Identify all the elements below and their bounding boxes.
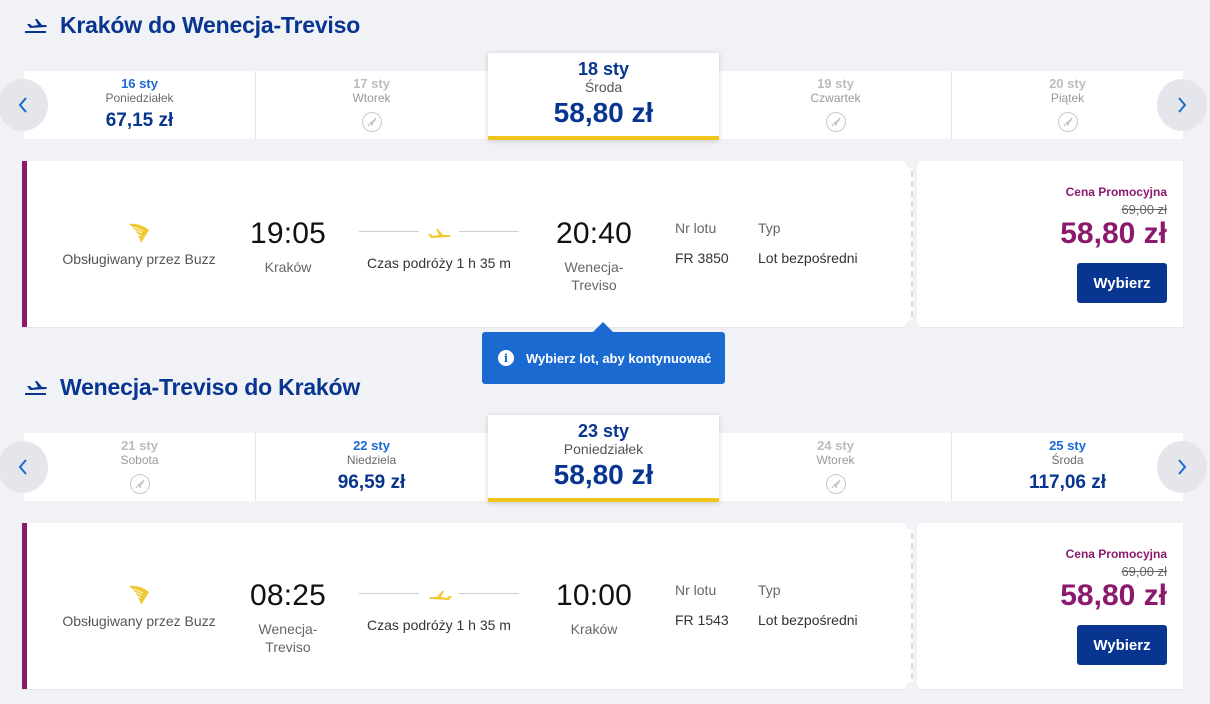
date-label: 25 sty <box>1049 438 1086 453</box>
old-price: 69,00 zł <box>1121 564 1167 579</box>
date-label: 23 sty <box>577 421 630 441</box>
date-option[interactable]: 16 sty Poniedziałek 67,15 zł <box>24 71 255 139</box>
date-label: 22 sty <box>353 438 390 453</box>
weekday-label: Środa <box>584 79 623 95</box>
date-price: 117,06 zł <box>1028 472 1107 493</box>
weekday-label: Czwartek <box>810 91 861 105</box>
arrival-time: 20:40 <box>555 217 633 250</box>
no-flight-icon <box>1057 112 1078 132</box>
weekday-label: Środa <box>1051 453 1084 467</box>
return-title-text: Wenecja-Treviso do Kraków <box>60 374 361 400</box>
no-flight-icon <box>129 474 150 494</box>
ryanair-harp-logo-icon <box>129 223 149 243</box>
date-option[interactable]: 25 sty Środa 117,06 zł <box>952 433 1183 501</box>
date-option-selected[interactable]: 18 sty Środa 58,80 zł <box>488 53 719 140</box>
departure-city: Wenecja-Treviso <box>258 621 318 655</box>
chevron-left-icon <box>18 459 27 475</box>
date-label: 19 sty <box>817 76 854 91</box>
flight-type-label: Typ <box>758 220 781 236</box>
outbound-title: Kraków do Wenecja-Treviso <box>24 12 360 39</box>
ryanair-harp-logo-icon <box>129 585 149 605</box>
weekday-label: Poniedziałek <box>105 91 174 105</box>
date-option[interactable]: 21 sty Sobota <box>24 433 255 501</box>
plane-icon <box>429 591 452 600</box>
flight-number-label: Nr lotu <box>675 582 717 598</box>
departure-time: 19:05 <box>249 217 327 250</box>
flight-duration: Czas podróży 1 h 35 m <box>367 617 511 633</box>
departure-time: 08:25 <box>249 579 327 612</box>
date-option[interactable]: 17 sty Wtorek <box>256 71 487 139</box>
next-dates-button[interactable] <box>1157 441 1207 493</box>
outbound-flight-card[interactable]: Obsługiwany przez Buzz 19:05 Kraków Czas… <box>22 154 1183 334</box>
date-label: 17 sty <box>353 76 390 91</box>
prev-dates-button[interactable] <box>0 79 48 131</box>
weekday-label: Piątek <box>1050 91 1085 105</box>
date-label: 20 sty <box>1049 76 1086 91</box>
date-label: 21 sty <box>121 438 158 453</box>
date-option[interactable]: 24 sty Wtorek <box>720 433 951 501</box>
date-label: 16 sty <box>121 76 158 91</box>
select-flight-button[interactable]: Wybierz <box>1077 263 1167 303</box>
date-price: 96,59 zł <box>337 472 406 493</box>
departure-city: Kraków <box>264 259 312 275</box>
weekday-label: Niedziela <box>346 453 397 467</box>
plane-icon <box>428 229 451 238</box>
plane-departure-icon <box>25 18 47 33</box>
promo-label: Cena Promocyjna <box>1065 547 1167 561</box>
date-option[interactable]: 20 sty Piątek <box>952 71 1183 139</box>
plane-departure-icon <box>25 380 47 395</box>
outbound-date-strip: 16 sty Poniedziałek 67,15 zł 17 sty Wtor… <box>0 53 1207 140</box>
next-dates-button[interactable] <box>1157 79 1207 131</box>
return-date-strip: 21 sty Sobota 22 sty Niedziela 96,59 zł … <box>0 415 1207 502</box>
weekday-label: Poniedziałek <box>563 441 644 457</box>
return-flight-card[interactable]: Obsługiwany przez Buzz 08:25 Wenecja-Tre… <box>22 516 1183 696</box>
operator-label: Obsługiwany przez Buzz <box>62 613 216 629</box>
arrival-city: Wenecja-Treviso <box>564 259 624 293</box>
select-flight-button[interactable]: Wybierz <box>1077 625 1167 665</box>
date-option-selected[interactable]: 23 sty Poniedziałek 58,80 zł <box>488 415 719 502</box>
flight-type-label: Typ <box>758 582 781 598</box>
price: 58,80 zł <box>1060 217 1167 250</box>
date-option[interactable]: 19 sty Czwartek <box>720 71 951 139</box>
date-price: 58,80 zł <box>553 459 654 490</box>
flight-number: FR 3850 <box>675 250 729 266</box>
operator-label: Obsługiwany przez Buzz <box>62 251 216 267</box>
flight-duration: Czas podróży 1 h 35 m <box>367 255 511 271</box>
arrival-time: 10:00 <box>555 579 633 612</box>
date-option[interactable]: 22 sty Niedziela 96,59 zł <box>256 433 487 501</box>
arrival-city: Kraków <box>570 621 618 637</box>
date-label: 18 sty <box>577 59 630 79</box>
return-title: Wenecja-Treviso do Kraków <box>24 374 360 401</box>
info-icon: i <box>498 350 514 366</box>
old-price: 69,00 zł <box>1121 202 1167 217</box>
date-price: 58,80 zł <box>553 97 654 128</box>
flight-number-label: Nr lotu <box>675 220 717 236</box>
weekday-label: Wtorek <box>816 453 855 467</box>
weekday-label: Wtorek <box>352 91 391 105</box>
promo-label: Cena Promocyjna <box>1065 185 1167 199</box>
date-label: 24 sty <box>817 438 854 453</box>
flight-number: FR 1543 <box>675 612 729 628</box>
weekday-label: Sobota <box>120 453 159 467</box>
chevron-right-icon <box>1178 459 1187 475</box>
no-flight-icon <box>361 112 382 132</box>
chevron-right-icon <box>1178 97 1187 113</box>
flight-type: Lot bezpośredni <box>758 612 858 628</box>
chevron-left-icon <box>18 97 27 113</box>
date-price: 67,15 zł <box>105 110 174 131</box>
no-flight-icon <box>825 112 846 132</box>
select-flight-tooltip: i Wybierz lot, aby kontynuować <box>482 322 725 384</box>
flight-type: Lot bezpośredni <box>758 250 858 266</box>
tooltip-text: Wybierz lot, aby kontynuować <box>526 350 712 366</box>
no-flight-icon <box>825 474 846 494</box>
outbound-title-text: Kraków do Wenecja-Treviso <box>60 12 361 38</box>
price: 58,80 zł <box>1060 579 1167 612</box>
prev-dates-button[interactable] <box>0 441 48 493</box>
